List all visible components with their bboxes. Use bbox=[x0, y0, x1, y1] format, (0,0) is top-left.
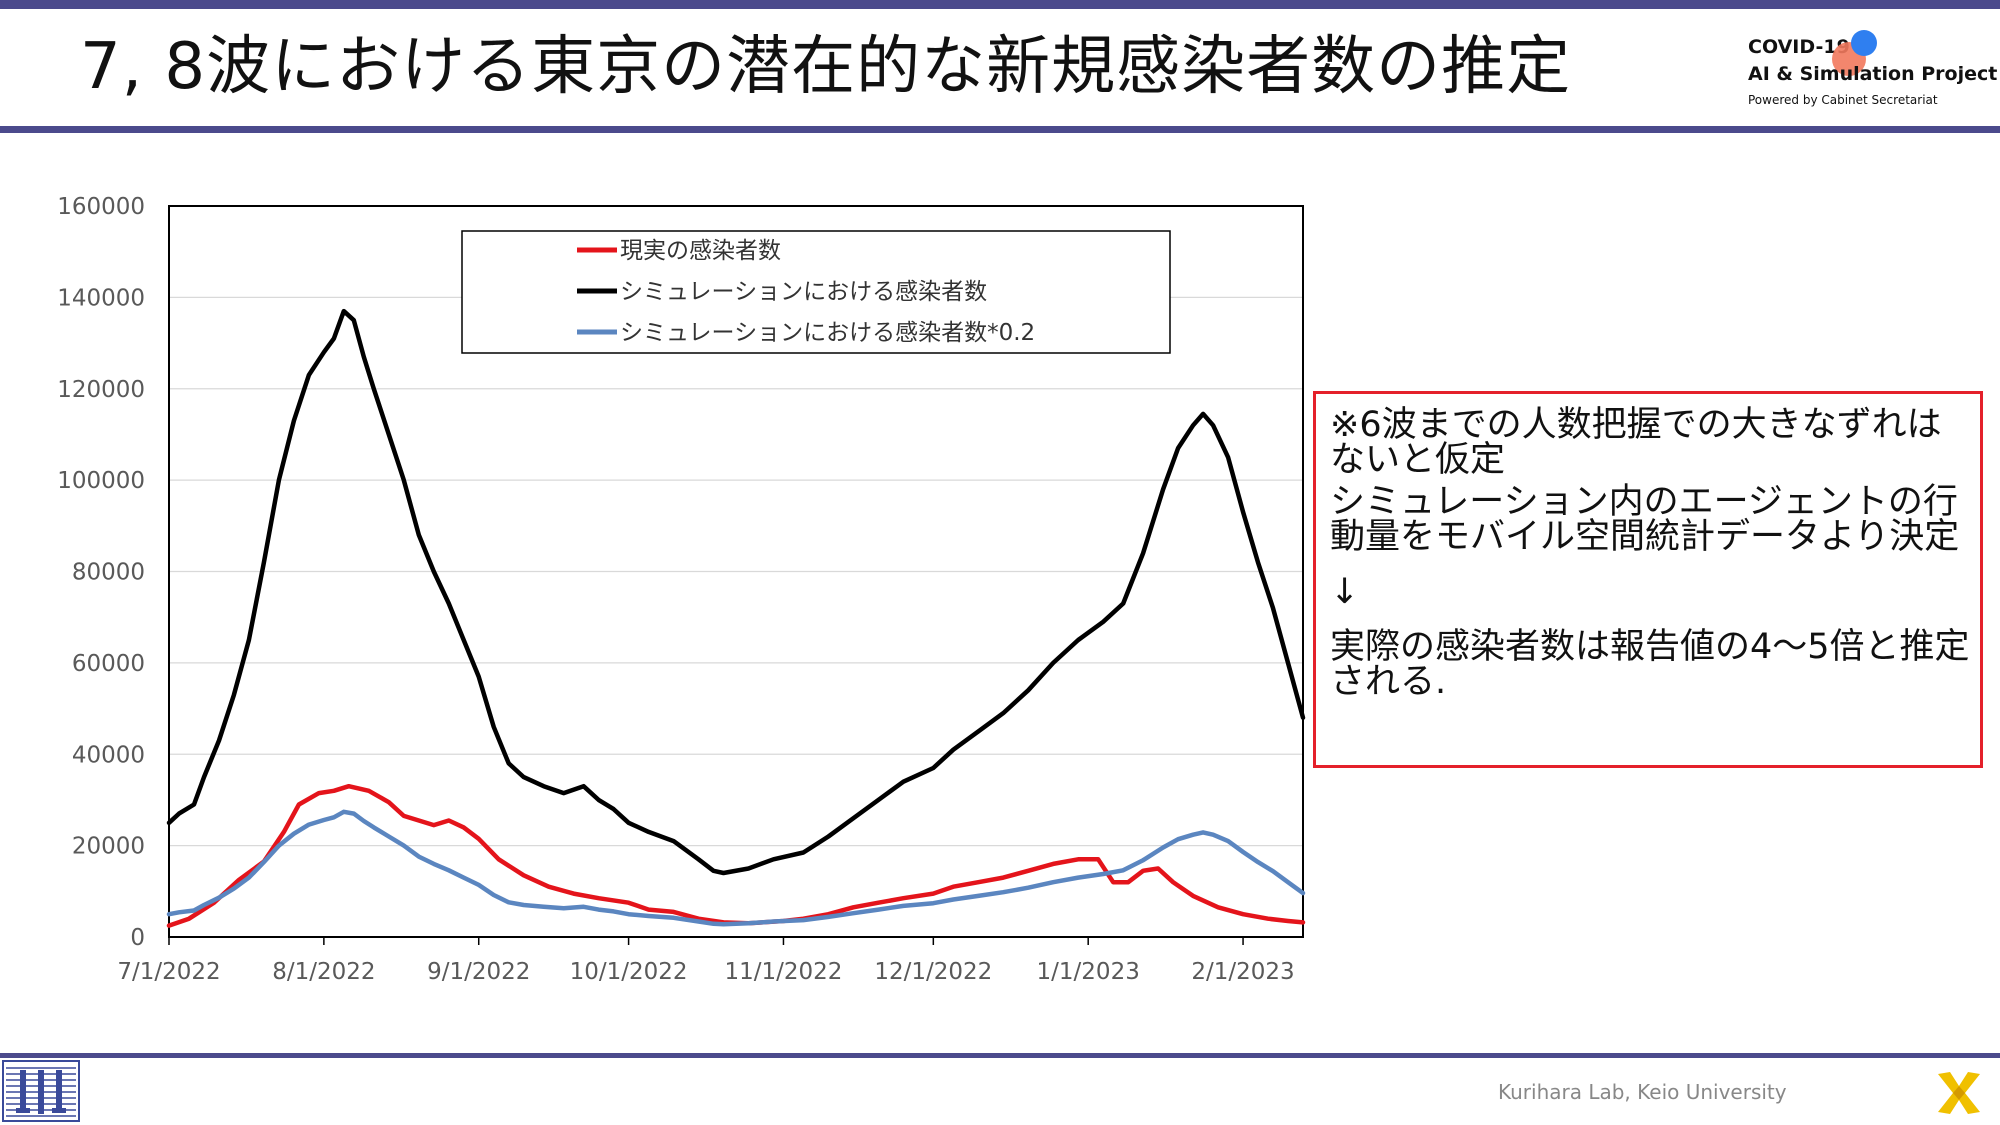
logo-line-powered-by: Powered by Cabinet Secretariat bbox=[1748, 93, 1938, 107]
legend: 現実の感染者数 シミュレーションにおける感染者数 シミュレーションにおける感染者… bbox=[461, 230, 1171, 354]
note-arrow: ↓ bbox=[1330, 572, 1360, 612]
y-tick-label: 140000 bbox=[57, 285, 145, 311]
note-box: ※6波までの人数把握での大きなずれはないと仮定 シミュレーション内のエージェント… bbox=[1313, 391, 1983, 768]
y-tick-label: 160000 bbox=[57, 194, 145, 220]
y-tick-label: 120000 bbox=[57, 377, 145, 403]
series-line-simulation bbox=[166, 308, 1306, 876]
x-tick-label: 7/1/2022 bbox=[117, 959, 220, 985]
x-tick-label: 8/1/2022 bbox=[272, 959, 375, 985]
plot-area-frame bbox=[168, 205, 1304, 938]
line-chart: 0 20000 40000 60000 80000 100000 120000 140000 1… bbox=[57, 194, 1306, 985]
logo-blue-dot-icon bbox=[1851, 30, 1877, 56]
series-line-simulation-scaled bbox=[166, 809, 1306, 927]
project-logo: COVID-19 AI & Simulation Project Powered… bbox=[1748, 30, 1997, 120]
y-tick-label: 40000 bbox=[72, 742, 145, 768]
top-rule bbox=[0, 0, 2000, 9]
series-layer bbox=[166, 308, 1306, 928]
lab-emblem-icon bbox=[2, 1060, 80, 1122]
y-axis-ticks: 0 20000 40000 60000 80000 100000 120000 140000 1… bbox=[57, 194, 145, 951]
title-rule bbox=[0, 126, 2000, 133]
footer-rule bbox=[0, 1053, 2000, 1058]
note-method: シミュレーション内のエージェントの行動量をモバイル空間統計データより決定 bbox=[1330, 482, 1960, 557]
footer-credit: Kurihara Lab, Keio University bbox=[1498, 1080, 1787, 1104]
y-tick-label: 20000 bbox=[72, 834, 145, 860]
legend-label-actual: 現実の感染者数 bbox=[620, 238, 781, 264]
y-tick-label: 0 bbox=[130, 925, 145, 951]
x-tick-label: 12/1/2022 bbox=[874, 959, 992, 985]
note-text: ※6波までの人数把握での大きなずれはないと仮定 シミュレーション内のエージェント… bbox=[1330, 408, 1970, 707]
x-tick-label: 9/1/2022 bbox=[427, 959, 530, 985]
series-line-actual bbox=[166, 783, 1306, 928]
y-tick-label: 100000 bbox=[57, 468, 145, 494]
slide-title: 7, 8波における東京の潜在的な新規感染者数の推定 bbox=[80, 30, 1572, 104]
x-axis-ticks: 7/1/2022 8/1/2022 9/1/2022 10/1/2022 11/1/20… bbox=[117, 937, 1295, 985]
x-mark-icon bbox=[1938, 1072, 1980, 1114]
legend-label-simulation-scaled: シミュレーションにおける感染者数*0.2 bbox=[620, 320, 1035, 346]
logo-line-project: AI & Simulation Project bbox=[1748, 63, 1998, 85]
x-tick-label: 11/1/2022 bbox=[724, 959, 842, 985]
x-tick-label: 1/1/2023 bbox=[1037, 959, 1140, 985]
note-conclusion: 実際の感染者数は報告値の4〜5倍と推定される. bbox=[1330, 627, 1970, 702]
grid-layer bbox=[169, 296, 1303, 847]
y-tick-label: 60000 bbox=[72, 651, 145, 677]
x-tick-label: 10/1/2022 bbox=[570, 959, 688, 985]
note-assumption: ※6波までの人数把握での大きなずれはないと仮定 bbox=[1330, 405, 1942, 480]
logo-line-covid: COVID-19 bbox=[1748, 36, 1850, 58]
chart-container: 0 20000 40000 60000 80000 100000 120000 140000 1… bbox=[0, 140, 1330, 1010]
x-tick-label: 2/1/2023 bbox=[1191, 959, 1294, 985]
legend-label-simulation: シミュレーションにおける感染者数 bbox=[620, 279, 987, 305]
y-tick-label: 80000 bbox=[72, 560, 145, 586]
